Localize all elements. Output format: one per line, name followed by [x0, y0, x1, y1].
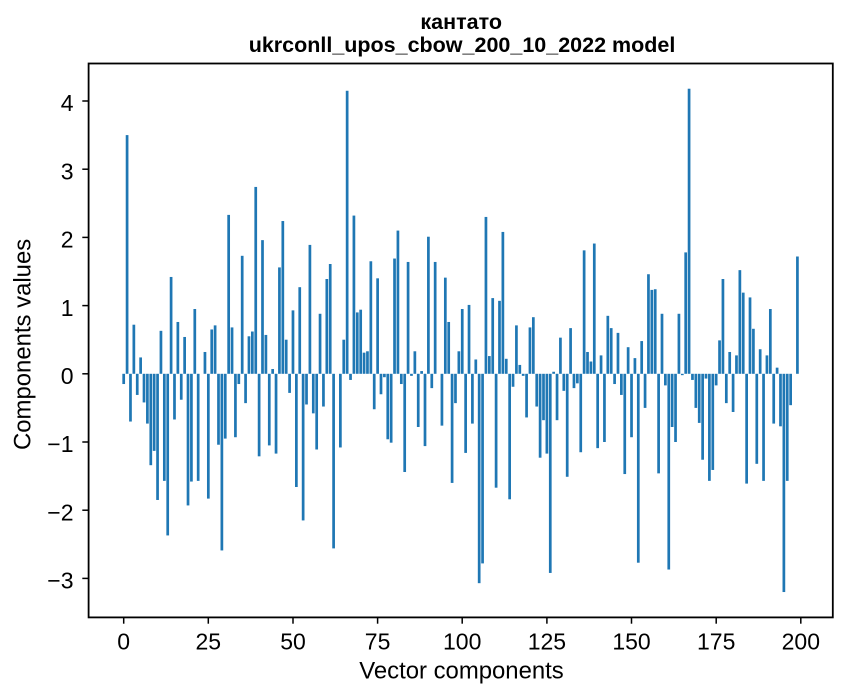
- svg-text:100: 100: [443, 629, 481, 655]
- svg-text:0: 0: [61, 363, 74, 389]
- svg-text:50: 50: [280, 629, 306, 655]
- svg-text:Vector components: Vector components: [359, 658, 564, 685]
- svg-text:ukrconll_upos_cbow_200_10_2022: ukrconll_upos_cbow_200_10_2022 model: [249, 33, 676, 57]
- svg-text:кантато: кантато: [420, 10, 502, 34]
- svg-text:−3: −3: [47, 568, 73, 594]
- svg-text:3: 3: [61, 158, 74, 184]
- svg-text:75: 75: [365, 629, 391, 655]
- svg-text:200: 200: [782, 629, 820, 655]
- svg-text:125: 125: [528, 629, 566, 655]
- svg-text:2: 2: [61, 227, 74, 253]
- svg-text:1: 1: [61, 295, 74, 321]
- svg-text:150: 150: [612, 629, 650, 655]
- svg-text:4: 4: [61, 90, 74, 116]
- svg-text:−1: −1: [47, 431, 73, 457]
- svg-text:25: 25: [196, 629, 222, 655]
- svg-text:Components values: Components values: [10, 239, 37, 450]
- svg-text:0: 0: [117, 629, 130, 655]
- svg-text:175: 175: [697, 629, 735, 655]
- svg-text:−2: −2: [47, 499, 73, 525]
